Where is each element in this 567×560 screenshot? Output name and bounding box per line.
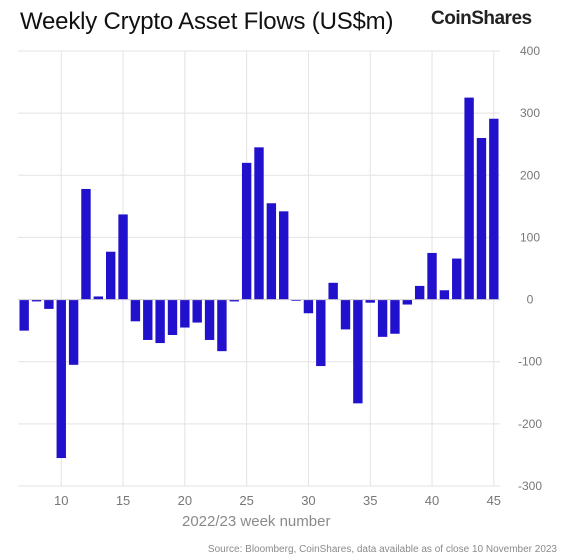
x-tick-label: 25 <box>239 493 253 508</box>
bar <box>105 251 116 300</box>
bar <box>377 299 388 337</box>
bar <box>303 299 314 314</box>
bar <box>167 299 178 335</box>
brand-logo: CoinShares <box>431 8 532 29</box>
bar <box>414 285 425 300</box>
x-tick-label: 15 <box>116 493 130 508</box>
bar <box>340 299 351 330</box>
bar <box>143 299 153 340</box>
bar <box>439 290 450 300</box>
bar <box>279 211 289 300</box>
bar <box>328 282 338 300</box>
bar <box>19 299 29 331</box>
bar <box>118 214 128 300</box>
bar <box>316 299 326 367</box>
bar <box>204 299 215 340</box>
chart-title: Weekly Crypto Asset Flows (US$m) <box>20 8 394 35</box>
bar <box>241 162 252 300</box>
y-tick-label: -200 <box>518 417 542 431</box>
bar <box>155 299 165 344</box>
bar <box>192 299 202 323</box>
bar <box>365 299 375 303</box>
bar <box>229 299 239 302</box>
bar <box>93 296 104 300</box>
bar <box>489 118 499 300</box>
x-tick-label: 30 <box>301 493 315 508</box>
bar <box>31 299 42 302</box>
bar <box>402 299 413 305</box>
x-tick-label: 45 <box>487 493 501 508</box>
x-tick-label: 40 <box>425 493 439 508</box>
x-axis-label: 2022/23 week number <box>182 513 331 530</box>
bar <box>291 299 301 301</box>
bar <box>68 299 79 365</box>
source-note: Source: Bloomberg, CoinShares, data avai… <box>207 544 557 555</box>
bar <box>390 299 400 334</box>
bar <box>254 147 264 300</box>
y-tick-label: 100 <box>520 230 540 244</box>
bar <box>56 299 66 459</box>
y-tick-label: 0 <box>527 293 534 307</box>
bar <box>427 252 437 300</box>
bar <box>130 299 141 322</box>
y-tick-label: 200 <box>520 168 540 182</box>
y-tick-label: 400 <box>520 44 540 58</box>
x-tick-label: 20 <box>178 493 192 508</box>
y-tick-label: 300 <box>520 106 540 120</box>
bar <box>476 138 487 300</box>
bar <box>464 97 474 300</box>
bar <box>353 299 363 404</box>
x-tick-label: 35 <box>363 493 377 508</box>
bar <box>44 299 54 309</box>
y-tick-label: -100 <box>518 355 542 369</box>
y-tick-label: -300 <box>518 479 542 493</box>
x-tick-label: 10 <box>54 493 68 508</box>
bar <box>81 188 91 300</box>
bar <box>452 258 462 300</box>
bar <box>180 299 190 328</box>
bar <box>217 299 227 352</box>
bar <box>266 203 277 300</box>
